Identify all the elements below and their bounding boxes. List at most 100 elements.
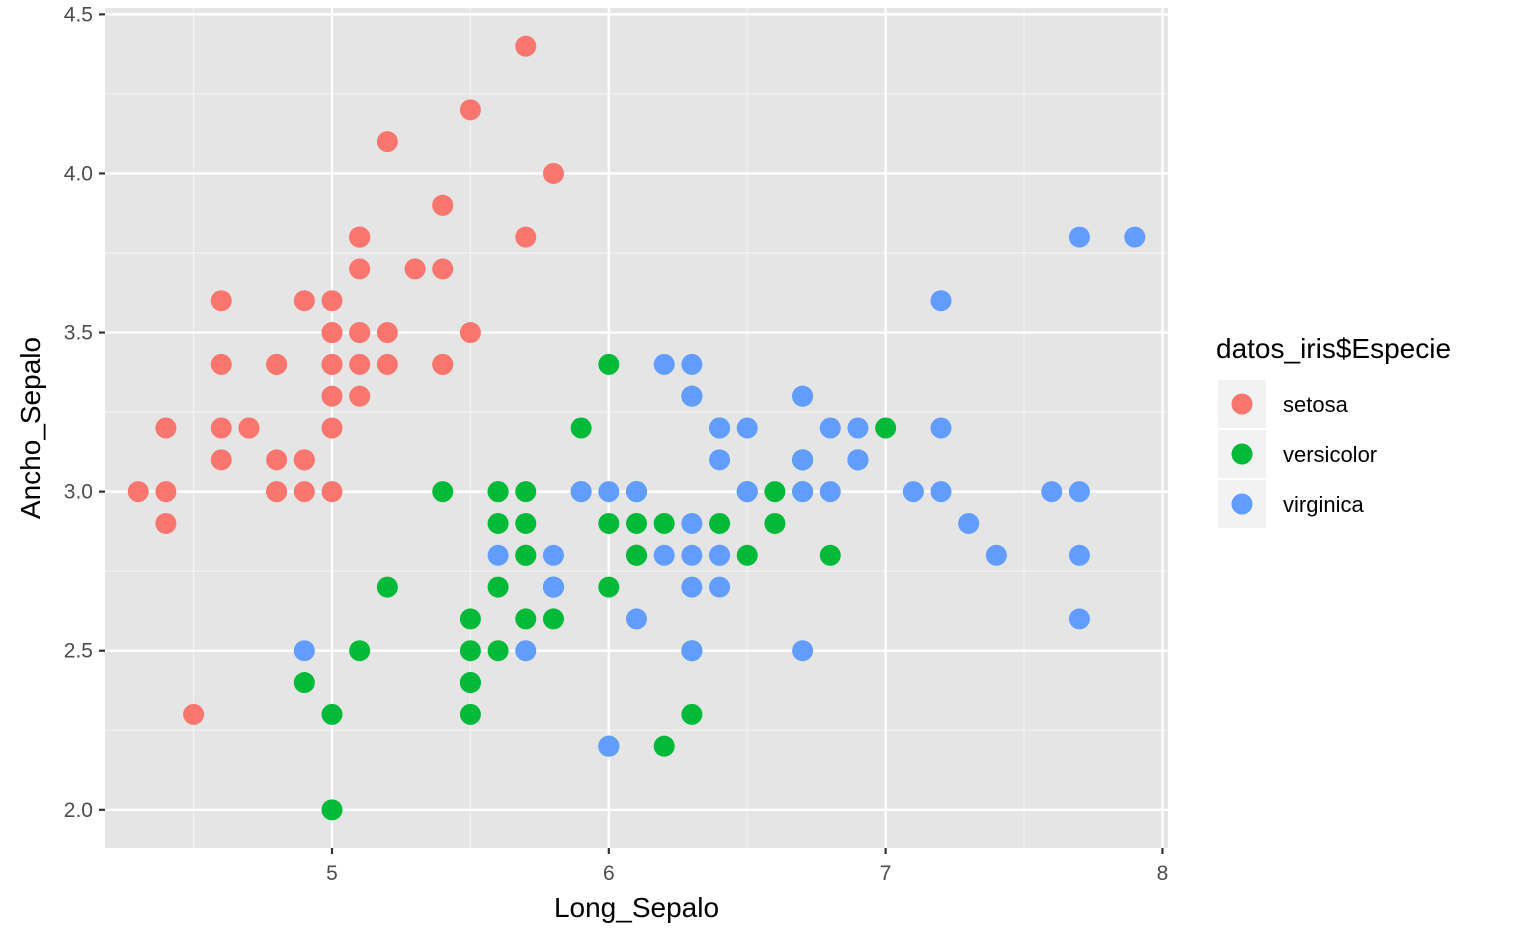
point-versicolor (598, 576, 620, 598)
point-setosa (376, 131, 398, 153)
point-setosa (266, 353, 288, 375)
point-setosa (349, 226, 371, 248)
point-virginica (819, 481, 841, 503)
y-tick-label: 2.0 (64, 799, 93, 822)
point-setosa (321, 290, 343, 312)
point-virginica (819, 417, 841, 439)
point-setosa (349, 258, 371, 280)
point-setosa (321, 385, 343, 407)
point-virginica (681, 544, 703, 566)
point-virginica (681, 353, 703, 375)
x-tick-label: 5 (326, 862, 338, 885)
point-versicolor (764, 481, 786, 503)
point-virginica (792, 449, 814, 471)
plot-panel (105, 8, 1168, 848)
point-virginica (1068, 544, 1090, 566)
point-virginica (626, 608, 647, 630)
series-setosa (127, 35, 564, 725)
point-versicolor (459, 608, 481, 630)
point-versicolor (376, 576, 398, 598)
legend-label-setosa: setosa (1283, 392, 1349, 417)
point-setosa (349, 322, 371, 344)
y-tick-label: 4.5 (64, 3, 93, 26)
point-versicolor (349, 640, 371, 662)
y-axis-title: Ancho_Sepalo (15, 337, 46, 519)
point-setosa (183, 703, 205, 725)
x-axis: 5 6 7 8 (326, 848, 1168, 885)
point-versicolor (459, 672, 481, 694)
point-virginica (653, 544, 675, 566)
point-virginica (1068, 226, 1090, 248)
point-versicolor (321, 703, 343, 725)
point-setosa (432, 194, 454, 216)
point-virginica (709, 576, 731, 598)
point-setosa (432, 258, 454, 280)
point-setosa (542, 162, 564, 184)
point-virginica (681, 576, 703, 598)
point-versicolor (819, 544, 841, 566)
point-virginica (1041, 481, 1063, 503)
point-virginica (792, 640, 814, 662)
point-setosa (210, 449, 232, 471)
point-setosa (155, 481, 177, 503)
point-virginica (736, 417, 758, 439)
point-virginica (1068, 608, 1090, 630)
point-virginica (930, 417, 952, 439)
point-setosa (349, 353, 371, 375)
legend-title: datos_iris$Especie (1216, 333, 1451, 364)
point-versicolor (626, 544, 647, 566)
legend-label-versicolor: versicolor (1283, 442, 1377, 467)
y-tick-label: 4.0 (64, 162, 93, 185)
point-versicolor (515, 544, 537, 566)
point-versicolor (598, 512, 620, 534)
point-virginica (515, 640, 537, 662)
point-versicolor (626, 512, 647, 534)
point-versicolor (681, 703, 703, 725)
point-versicolor (515, 481, 537, 503)
point-setosa (266, 481, 288, 503)
point-versicolor (293, 672, 315, 694)
point-setosa (210, 353, 232, 375)
point-versicolor (487, 481, 509, 503)
point-virginica (542, 544, 564, 566)
point-versicolor (459, 640, 481, 662)
point-virginica (958, 512, 980, 534)
point-virginica (847, 449, 869, 471)
y-tick-label: 3.5 (64, 322, 93, 345)
point-virginica (626, 481, 647, 503)
point-setosa (349, 385, 371, 407)
point-virginica (902, 481, 924, 503)
legend-swatch-versicolor (1231, 443, 1253, 465)
point-setosa (459, 322, 481, 344)
legend-swatch-virginica (1231, 493, 1253, 515)
legend-swatch-setosa (1231, 393, 1253, 415)
point-virginica (930, 290, 952, 312)
point-setosa (515, 35, 537, 57)
point-virginica (598, 735, 620, 757)
point-setosa (321, 417, 343, 439)
data-points (127, 35, 1146, 821)
point-setosa (238, 417, 260, 439)
point-setosa (321, 481, 343, 503)
point-setosa (321, 353, 343, 375)
point-virginica (709, 544, 731, 566)
point-virginica (709, 449, 731, 471)
y-tick-label: 2.5 (64, 640, 93, 663)
point-setosa (155, 417, 177, 439)
point-setosa (293, 481, 315, 503)
point-virginica (736, 481, 758, 503)
point-versicolor (653, 735, 675, 757)
x-tick-label: 7 (880, 862, 892, 885)
point-virginica (293, 640, 315, 662)
point-setosa (266, 449, 288, 471)
point-virginica (681, 512, 703, 534)
point-setosa (432, 353, 454, 375)
legend-items: setosa versicolor virginica (1218, 380, 1377, 528)
point-virginica (487, 544, 509, 566)
point-versicolor (875, 417, 897, 439)
point-virginica (1124, 226, 1146, 248)
legend-label-virginica: virginica (1283, 492, 1364, 517)
point-versicolor (598, 353, 620, 375)
point-setosa (459, 99, 481, 121)
